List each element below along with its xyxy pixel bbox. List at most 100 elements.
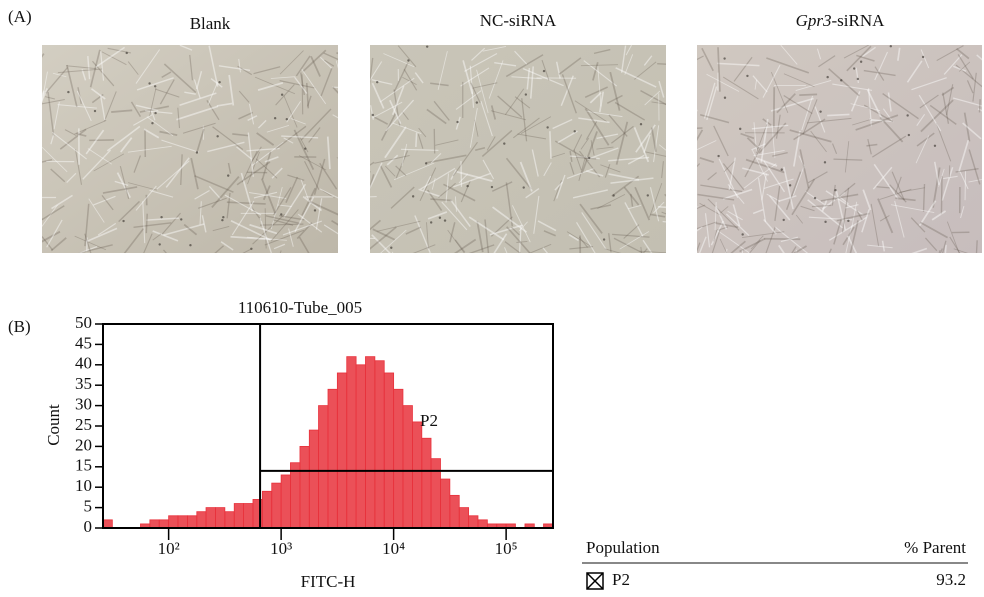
cell-dot — [741, 233, 744, 236]
cell-streak — [586, 110, 623, 118]
y-tick-label: 5 — [84, 497, 93, 516]
cell-streak — [430, 82, 449, 87]
cell-streak — [795, 214, 804, 224]
cell-streak — [894, 200, 905, 238]
y-tick-label: 50 — [75, 313, 92, 332]
cell-streak — [50, 237, 67, 252]
cell-streak — [850, 91, 861, 112]
cell-streak — [770, 71, 789, 113]
cell-streak — [955, 64, 982, 88]
cell-streak — [248, 192, 287, 199]
cell-streak — [699, 202, 722, 216]
cell-streak — [715, 229, 751, 253]
cell-dot — [856, 77, 860, 81]
histogram-bar — [102, 519, 113, 529]
cell-streak — [870, 203, 880, 247]
table-header: % Parent — [904, 538, 966, 557]
cell-streak — [604, 163, 611, 178]
cell-streak — [710, 220, 724, 246]
cell-streak — [469, 65, 475, 108]
cell-streak — [958, 61, 971, 72]
histogram-bar — [243, 503, 254, 529]
cell-streak — [207, 81, 219, 105]
cell-streak — [370, 196, 377, 198]
cell-streak — [392, 122, 422, 134]
cell-streak — [332, 86, 338, 94]
cell-streak — [814, 106, 826, 133]
cell-streak — [385, 165, 396, 177]
cell-streak — [750, 235, 764, 250]
cell-streak — [661, 161, 664, 179]
cell-streak — [370, 105, 374, 120]
cell-dot — [371, 113, 375, 117]
cell-streak — [401, 148, 439, 151]
cell-streak — [296, 222, 313, 240]
cell-streak — [613, 237, 644, 253]
cell-streak — [589, 92, 602, 104]
cell-streak — [59, 128, 87, 150]
cell-streak — [453, 172, 491, 188]
cell-streak — [576, 222, 596, 253]
cell-streak — [423, 175, 432, 191]
cell-streak — [266, 125, 290, 133]
cell-dot — [280, 93, 284, 96]
cell-streak — [283, 137, 294, 144]
cell-streak — [938, 249, 941, 253]
cell-dot — [933, 144, 937, 147]
cell-streak — [615, 121, 629, 165]
cell-streak — [757, 177, 767, 223]
cell-streak — [623, 186, 640, 206]
cell-streak — [953, 248, 969, 253]
histogram-bar — [308, 429, 319, 529]
cell-streak — [257, 82, 284, 91]
cell-streak — [941, 86, 955, 96]
cell-streak — [635, 124, 656, 153]
cell-streak — [920, 49, 930, 69]
cell-streak — [116, 172, 132, 199]
cell-streak — [210, 78, 223, 88]
cell-streak — [541, 59, 550, 81]
cell-streak — [752, 75, 768, 93]
cell-streak — [832, 83, 873, 91]
cell-streak — [957, 54, 974, 80]
cell-streak — [455, 90, 482, 110]
y-tick-label: 10 — [75, 476, 92, 495]
cell-dot — [907, 133, 911, 137]
cell-streak — [867, 139, 872, 155]
cell-streak — [319, 162, 338, 190]
cell-streak — [697, 193, 735, 201]
cell-streak — [206, 100, 220, 121]
histogram-bar — [271, 482, 282, 529]
cell-streak — [798, 155, 806, 169]
cell-streak — [511, 76, 542, 80]
cell-streak — [552, 118, 573, 130]
cell-streak — [543, 230, 556, 237]
cell-streak — [433, 100, 450, 121]
cell-streak — [733, 56, 753, 82]
cell-streak — [942, 92, 950, 124]
cell-dot — [889, 45, 893, 48]
histogram-bar — [168, 515, 179, 529]
cell-streak — [51, 194, 73, 210]
cell-streak — [161, 212, 181, 235]
cell-streak — [259, 217, 272, 253]
cell-streak — [236, 146, 252, 160]
cell-streak — [528, 243, 552, 253]
cell-streak — [765, 226, 776, 253]
histogram-bar — [299, 445, 310, 529]
histogram-bar — [261, 490, 273, 529]
cell-streak — [906, 60, 923, 83]
cell-streak — [249, 205, 262, 222]
cell-streak — [66, 64, 78, 107]
cell-streak — [454, 239, 466, 253]
cell-streak — [42, 159, 53, 163]
cell-streak — [717, 47, 721, 92]
cell-streak — [741, 249, 743, 253]
cell-streak — [152, 230, 179, 242]
cell-streak — [272, 219, 294, 226]
cell-streak — [732, 204, 741, 227]
cell-streak — [393, 89, 401, 127]
cell-streak — [273, 186, 292, 216]
cell-streak — [761, 173, 767, 201]
